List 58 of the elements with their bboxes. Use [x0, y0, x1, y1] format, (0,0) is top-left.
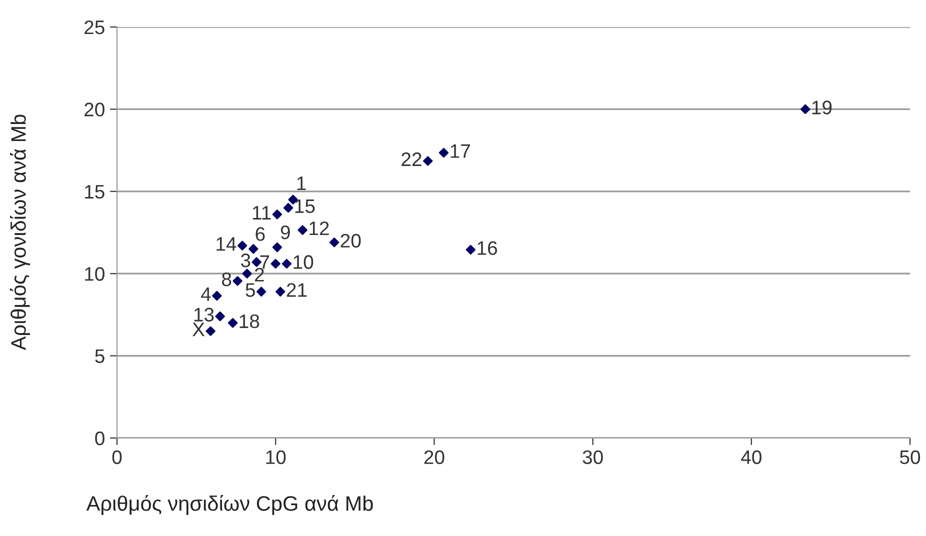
x-tick-label: 30: [582, 450, 603, 464]
point: [270, 258, 280, 269]
annotation: 20: [340, 234, 361, 248]
x-tick-label: 0: [112, 450, 122, 464]
x-tick-label: 40: [741, 450, 762, 464]
annotation: 16: [478, 241, 498, 255]
x-tick-label: 10: [266, 450, 286, 464]
annotation: 2: [254, 268, 264, 282]
point: [272, 242, 282, 252]
annotation: 21: [286, 283, 307, 297]
annotation: 22: [402, 152, 422, 166]
annotation: 6: [256, 227, 265, 241]
point: [215, 311, 225, 322]
point: [298, 225, 308, 235]
annotation: 19: [812, 100, 832, 114]
y-tick-label: 15: [85, 185, 104, 199]
point: [282, 258, 292, 269]
annotation: 17: [450, 144, 470, 158]
y-tick-label: 20: [84, 102, 104, 116]
y-tick-label: 10: [85, 267, 104, 281]
point: [237, 240, 248, 251]
point: [242, 268, 252, 278]
point: [800, 104, 810, 114]
point: [256, 286, 266, 297]
point: [438, 148, 449, 158]
annotation: 5: [246, 283, 255, 297]
point: [228, 318, 238, 328]
point: [248, 244, 258, 254]
x-tick-label: 20: [424, 450, 444, 464]
point: [283, 202, 294, 213]
annotation: 7: [260, 255, 270, 269]
y-tick-label: 0: [95, 431, 104, 446]
annotation: 3: [240, 254, 250, 268]
point: [422, 156, 433, 166]
point: [272, 210, 282, 220]
x-tick-label: 50: [900, 450, 920, 464]
annotation: 4: [200, 287, 211, 301]
annotation: 14: [216, 237, 236, 251]
y-tick-label: 25: [84, 20, 104, 34]
annotation: X: [192, 322, 205, 336]
annotation: 13: [194, 308, 214, 322]
point: [466, 244, 476, 255]
point: [275, 286, 286, 297]
annotation: 9: [280, 226, 290, 240]
annotation: 18: [240, 314, 260, 328]
annotation: 10: [294, 255, 314, 269]
point: [329, 238, 340, 248]
point: [232, 276, 242, 286]
annotation: 15: [295, 199, 315, 214]
point: [206, 326, 216, 336]
x-axis-title: Αριθμός νησιδίων CpG ανά Mb: [86, 494, 373, 516]
annotation: 11: [252, 206, 271, 220]
y-tick-label: 5: [95, 349, 104, 364]
point: [212, 290, 222, 301]
annotation: 8: [222, 272, 232, 286]
annotation: 1: [297, 176, 306, 190]
y-axis-title: Αριθμός γονιδίων ανά Mb: [10, 114, 30, 350]
annotation: 12: [310, 221, 329, 236]
